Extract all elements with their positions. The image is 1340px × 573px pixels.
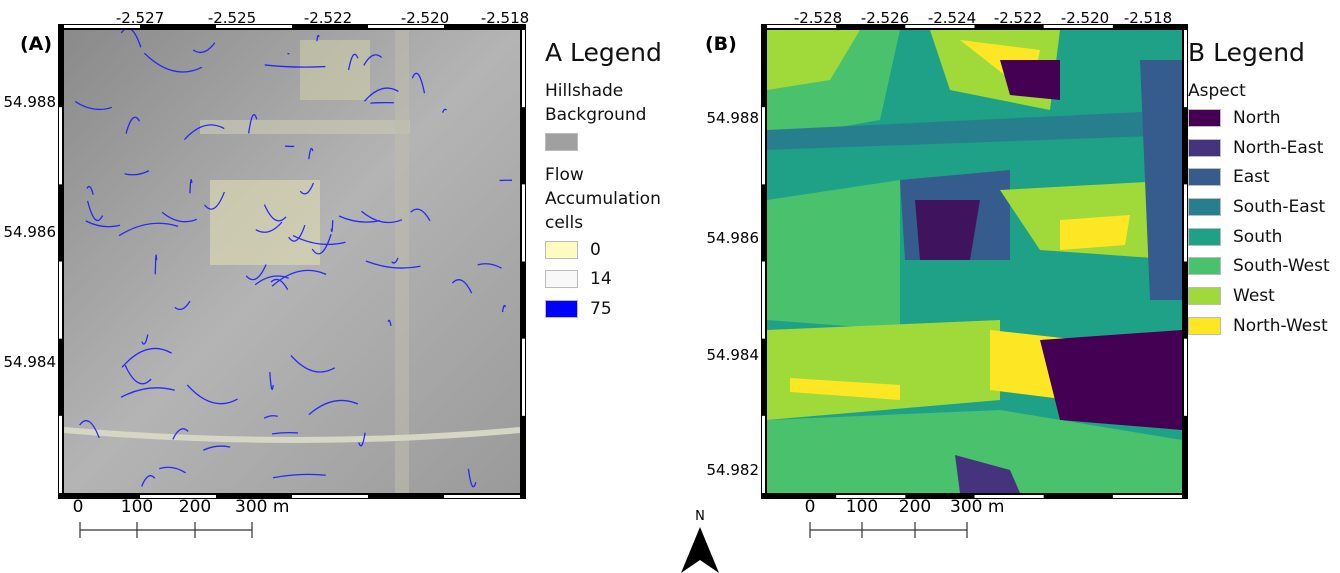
lon-tick-label: -2.522 [304,9,352,27]
lon-tick-label: -2.524 [928,9,976,27]
scale-label: 200 [179,497,211,517]
frame-segment [1184,30,1187,107]
legend-swatch [1188,287,1221,305]
legend-label: North [1233,108,1281,128]
lon-tick-label: -2.520 [1061,9,1109,27]
legend-swatch [1188,168,1221,186]
figure: (A) -2.527 -2.525 -2.522 -2.520 -2.518 54.988 5… [0,0,1340,573]
lat-tick-label: 54.986 [4,223,57,241]
scale-label: 100 [121,497,153,517]
legend-item: South [1188,222,1330,252]
frame-segment [762,262,765,339]
frame-segment [59,107,62,184]
page: (A) -2.527 -2.525 -2.522 -2.520 -2.518 54.988 5… [0,0,1340,573]
legend-label: West [1233,286,1275,306]
legend-title: B Legend [1188,38,1330,67]
legend-heading: Aspect [1188,79,1308,103]
frame-segment [522,30,525,107]
legend-swatch [1188,257,1221,275]
legend-swatch [1188,109,1221,127]
scale-label: 100 [846,497,878,517]
panel-label: (B) [705,33,737,55]
lon-tick-label: -2.525 [208,9,256,27]
scale-label: 0 [73,497,84,517]
legend-swatch [545,133,578,151]
legend-label: North-West [1233,316,1328,336]
legend: A Legend Hillshade Background Flow Accumul… [545,38,665,324]
legend-item: North [1188,103,1330,133]
legend-heading: Hillshade Background [545,79,665,127]
frame-segment [522,339,525,416]
legend-title: A Legend [545,38,665,67]
lon-tick-label: -2.518 [481,9,529,27]
map-a [64,28,520,493]
scale-label: 300 m [235,497,289,517]
legend-swatch [545,241,578,259]
legend-label: South [1233,227,1282,247]
legend-swatch [1188,139,1221,157]
legend-label: 14 [590,269,612,289]
lon-tick-label: -2.520 [401,9,449,27]
legend-item: West [1188,281,1330,311]
lon-tick-label: -2.528 [794,9,842,27]
panel-label: (A) [20,33,52,55]
legend-item: 75 [545,294,665,324]
frame-segment [1113,495,1182,498]
frame-segment [762,107,765,184]
lat-tick-label: 54.984 [707,346,760,364]
lon-tick-label: -2.526 [861,9,909,27]
legend-item: South-East [1188,192,1330,222]
legend-item: East [1188,162,1330,192]
lon-tick-label: -2.522 [994,9,1042,27]
scale-label: 300 m [950,497,1004,517]
north-label: N [695,509,705,524]
lat-tick-label: 54.988 [707,109,760,127]
legend-item: South-West [1188,251,1330,281]
legend-label: East [1233,167,1270,187]
lat-tick-label: 54.988 [4,93,57,111]
lon-tick-label: -2.527 [116,9,164,27]
legend-swatch [1188,228,1221,246]
frame-segment [762,416,765,493]
legend-label: 0 [590,240,601,260]
legend-item: 14 [545,264,665,294]
lat-tick-label: 54.986 [707,229,760,247]
frame-segment [59,262,62,339]
legend-label: North-East [1233,138,1323,158]
legend-label: South-West [1233,256,1330,276]
legend-swatch [1188,317,1221,335]
legend-swatch [545,300,578,318]
frame-segment [444,495,520,498]
legend-item: 0 [545,235,665,265]
frame-segment [1184,339,1187,416]
frame-segment [59,416,62,493]
frame-segment [292,495,368,498]
lat-tick-label: 54.984 [4,353,57,371]
flow-line [370,103,393,104]
legend-heading: Flow Accumulation cells [545,163,665,235]
legend-swatch [545,270,578,288]
frame-segment [1184,184,1187,261]
scale-label: 200 [899,497,931,517]
map-b [767,30,1182,493]
legend-item: North-West [1188,311,1330,341]
legend-item: North-East [1188,133,1330,163]
legend: B Legend Aspect North North-East East South-E… [1188,38,1330,341]
lat-tick-label: 54.982 [707,461,760,479]
legend-item [545,127,665,157]
scale-bar [80,522,967,538]
legend-label: South-East [1233,197,1325,217]
lon-tick-label: -2.518 [1124,9,1172,27]
legend-label: 75 [590,299,612,319]
scale-label: 0 [805,497,816,517]
north-arrow [681,527,719,573]
legend-swatch [1188,198,1221,216]
frame-segment [522,184,525,261]
